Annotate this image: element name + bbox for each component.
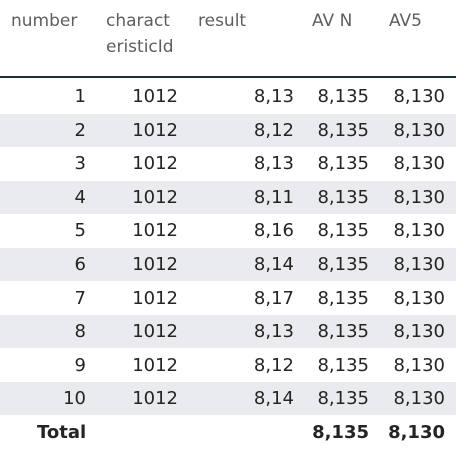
cell-av5: 8,130 xyxy=(393,354,445,376)
column-header-number[interactable]: number xyxy=(11,11,78,31)
total-row: Total 8,135 8,130 xyxy=(0,416,456,450)
total-av-n: 8,135 xyxy=(312,422,369,443)
cell-av5: 8,130 xyxy=(393,388,445,410)
table-row[interactable]: 8 1012 8,13 8,135 8,130 xyxy=(0,315,456,349)
cell-number: 8 xyxy=(74,321,86,343)
column-header-characteristicid-line2: eristicId xyxy=(106,37,174,57)
cell-result: 8,11 xyxy=(253,186,294,208)
table-row[interactable]: 7 1012 8,17 8,135 8,130 xyxy=(0,281,456,315)
table-row[interactable]: 4 1012 8,11 8,135 8,130 xyxy=(0,180,456,214)
table-row[interactable]: 10 1012 8,14 8,135 8,130 xyxy=(0,382,456,416)
column-header-characteristicid-line1: charact xyxy=(106,11,170,31)
cell-characteristicid: 1012 xyxy=(132,86,178,107)
cell-av-n: 8,135 xyxy=(317,354,369,376)
cell-characteristicid: 1012 xyxy=(132,153,178,175)
table-row[interactable]: 1 1012 8,13 8,135 8,130 xyxy=(0,80,456,113)
cell-number: 9 xyxy=(74,354,86,376)
cell-characteristicid: 1012 xyxy=(132,119,178,141)
total-label: Total xyxy=(37,422,87,443)
cell-result: 8,13 xyxy=(253,153,294,175)
cell-av-n: 8,135 xyxy=(317,86,369,107)
cell-av-n: 8,135 xyxy=(317,321,369,343)
cell-av-n: 8,135 xyxy=(317,388,369,410)
cell-result: 8,16 xyxy=(253,220,294,242)
cell-result: 8,12 xyxy=(253,119,294,141)
table-row[interactable]: 5 1012 8,16 8,135 8,130 xyxy=(0,214,456,248)
cell-number: 4 xyxy=(74,186,86,208)
table-row[interactable]: 2 1012 8,12 8,135 8,130 xyxy=(0,113,456,147)
cell-av5: 8,130 xyxy=(393,254,445,275)
cell-av5: 8,130 xyxy=(393,119,445,141)
cell-av-n: 8,135 xyxy=(317,153,369,175)
table-row[interactable]: 9 1012 8,12 8,135 8,130 xyxy=(0,348,456,382)
cell-characteristicid: 1012 xyxy=(132,354,178,376)
cell-av5: 8,130 xyxy=(393,321,445,343)
cell-av5: 8,130 xyxy=(393,287,445,309)
cell-number: 7 xyxy=(74,287,86,309)
cell-number: 1 xyxy=(74,86,86,107)
cell-characteristicid: 1012 xyxy=(132,220,178,242)
cell-number: 6 xyxy=(74,254,86,275)
table-header: number charact eristicId result AV N AV5 xyxy=(0,0,456,78)
cell-result: 8,17 xyxy=(253,287,294,309)
cell-number: 3 xyxy=(74,153,86,175)
column-header-av5[interactable]: AV5 xyxy=(389,11,422,31)
total-av5: 8,130 xyxy=(388,422,445,443)
cell-number: 5 xyxy=(74,220,86,242)
column-header-characteristicid[interactable]: charact eristicId xyxy=(106,8,186,60)
cell-characteristicid: 1012 xyxy=(132,254,178,275)
cell-result: 8,13 xyxy=(253,86,294,107)
cell-characteristicid: 1012 xyxy=(132,287,178,309)
cell-av5: 8,130 xyxy=(393,86,445,107)
cell-characteristicid: 1012 xyxy=(132,388,178,410)
cell-av5: 8,130 xyxy=(393,153,445,175)
cell-number: 10 xyxy=(63,388,86,410)
cell-av-n: 8,135 xyxy=(317,186,369,208)
cell-result: 8,12 xyxy=(253,354,294,376)
cell-av5: 8,130 xyxy=(393,186,445,208)
cell-result: 8,14 xyxy=(253,254,294,275)
table-row[interactable]: 6 1012 8,14 8,135 8,130 xyxy=(0,248,456,281)
cell-av-n: 8,135 xyxy=(317,119,369,141)
cell-characteristicid: 1012 xyxy=(132,321,178,343)
cell-av-n: 8,135 xyxy=(317,287,369,309)
cell-av-n: 8,135 xyxy=(317,220,369,242)
table-row[interactable]: 3 1012 8,13 8,135 8,130 xyxy=(0,147,456,181)
cell-number: 2 xyxy=(74,119,86,141)
cell-characteristicid: 1012 xyxy=(132,186,178,208)
cell-av5: 8,130 xyxy=(393,220,445,242)
cell-result: 8,13 xyxy=(253,321,294,343)
column-header-av-n[interactable]: AV N xyxy=(312,11,353,31)
cell-av-n: 8,135 xyxy=(317,254,369,275)
cell-result: 8,14 xyxy=(253,388,294,410)
column-header-result[interactable]: result xyxy=(198,11,247,31)
